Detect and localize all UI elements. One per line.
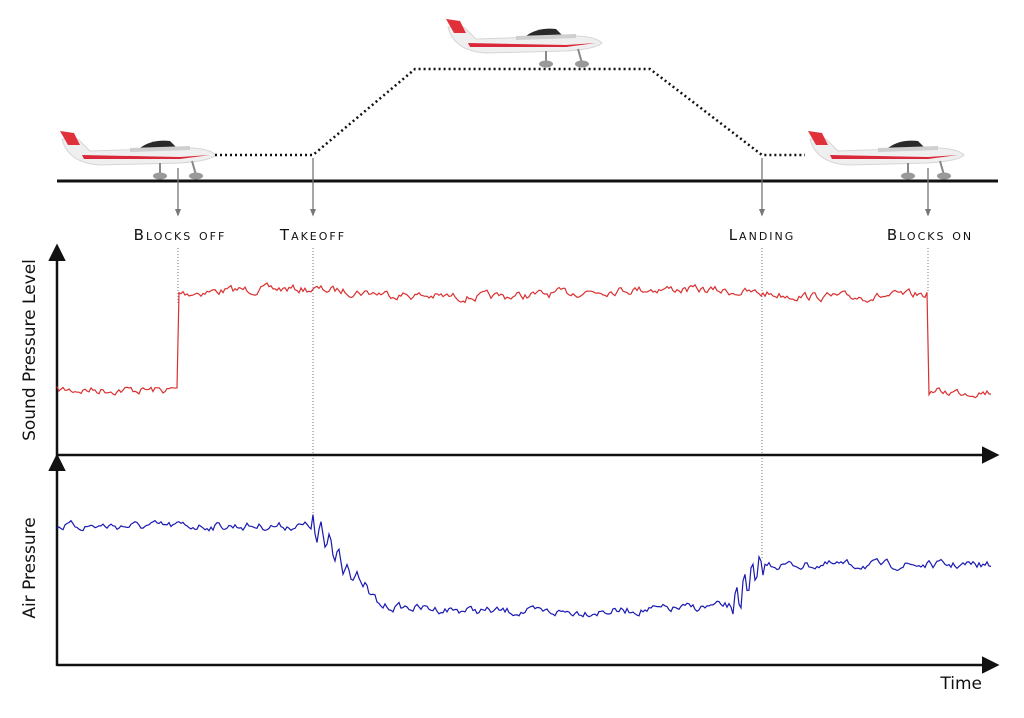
event-label: Blocks on	[887, 226, 973, 244]
axis-label: Air Pressure	[20, 517, 40, 618]
event-label: Takeoff	[279, 226, 346, 244]
event-label: Landing	[729, 226, 796, 244]
plane-parked-end	[807, 130, 965, 181]
plane-parked-start	[59, 130, 217, 181]
event-label: Blocks off	[134, 226, 227, 244]
axis-label: Sound Pressure Level	[20, 259, 40, 441]
event-guides	[177, 248, 929, 558]
axes	[48, 243, 1000, 674]
pressure-trace	[56, 514, 992, 618]
sound-trace	[56, 282, 992, 399]
flight-path	[215, 67, 805, 157]
plane-cruise	[445, 18, 603, 69]
axis-label: Time	[939, 674, 982, 694]
event-arrows	[174, 158, 932, 217]
